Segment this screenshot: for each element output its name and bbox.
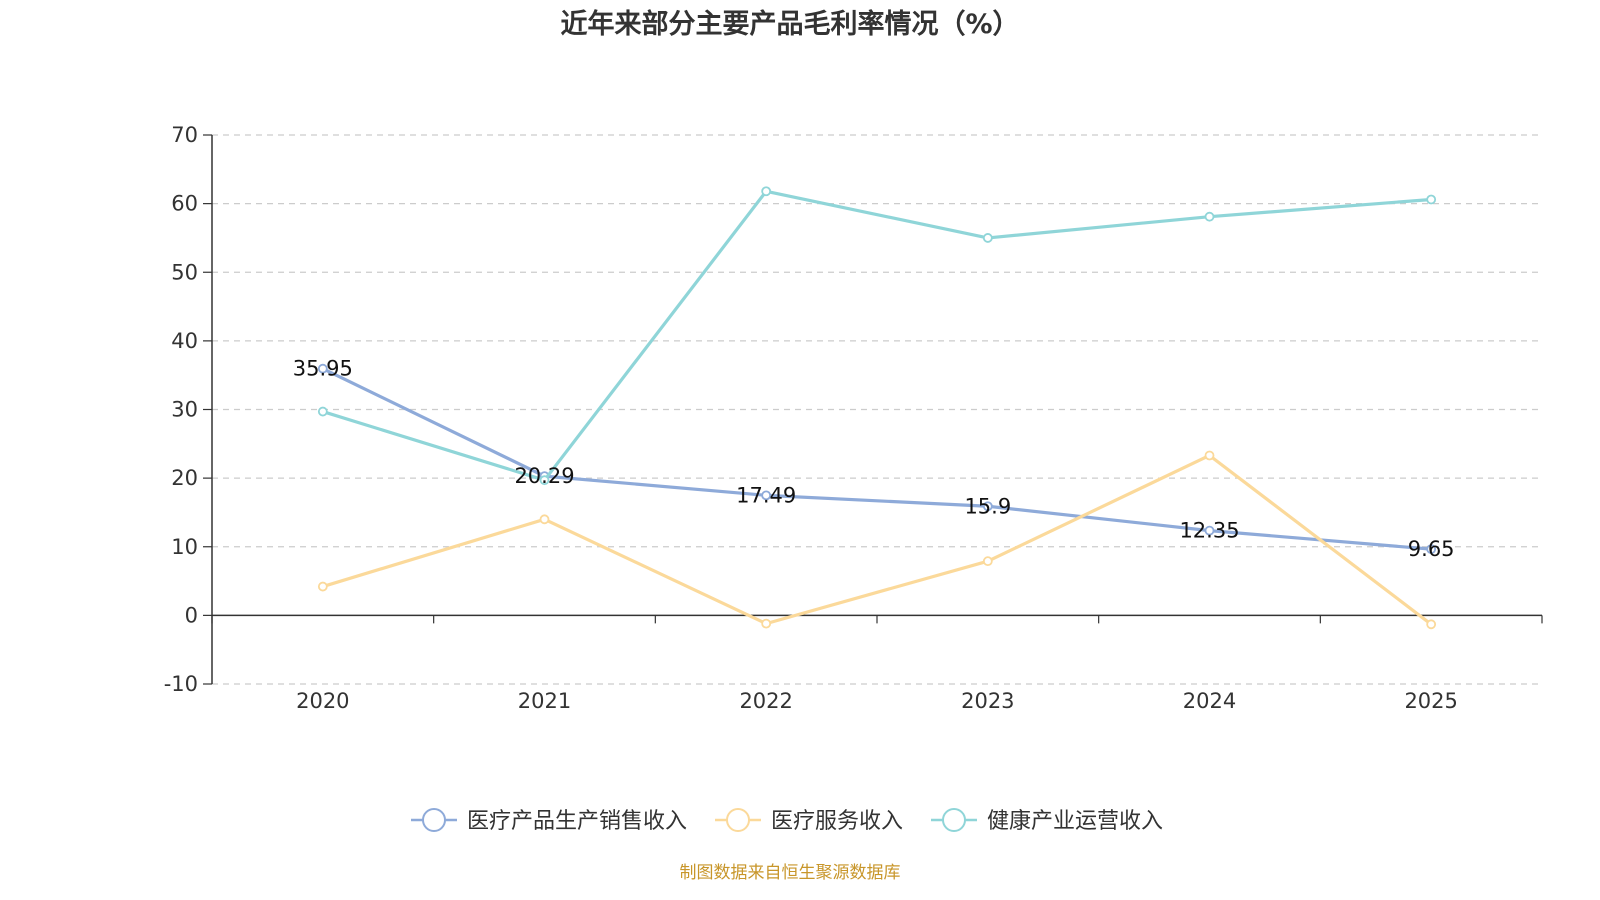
y-tick-label: 50 — [171, 260, 198, 284]
data-point[interactable] — [761, 186, 772, 197]
legend-circle-icon — [942, 808, 966, 832]
data-point[interactable] — [982, 233, 993, 243]
source-note: 制图数据来自恒生聚源数据库 — [680, 863, 901, 883]
y-tick-label: 30 — [171, 398, 198, 422]
legend-circle-icon — [726, 808, 750, 832]
data-point[interactable] — [1204, 211, 1215, 222]
y-tick-label: 60 — [171, 192, 198, 216]
data-point[interactable] — [317, 406, 328, 417]
data-point[interactable] — [317, 581, 328, 592]
legend-label: 医疗产品生产销售收入 — [467, 809, 687, 834]
axes: -10 0 10 20 30 40 50 60 70 2020 2021 2022 2023 2024 20… — [164, 123, 1543, 713]
legend[interactable]: 医疗产品生产销售收入 医疗服务收入 健康产业运营收入 — [411, 808, 1163, 834]
series-line-2 — [322, 453, 1433, 626]
data-label: 9.65 — [1408, 537, 1455, 561]
chart-title: 近年来部分主要产品毛利率情况（%） — [560, 8, 1019, 40]
legend-item-2[interactable]: 医疗服务收入 — [715, 808, 903, 834]
x-tick-label: 2024 — [1183, 689, 1236, 713]
data-label: 17.49 — [736, 483, 796, 507]
data-point[interactable] — [1204, 450, 1215, 461]
x-tick-label: 2021 — [518, 689, 571, 713]
series-line-1 — [322, 367, 1432, 551]
y-tick-label: -10 — [164, 672, 198, 696]
legend-item-1[interactable]: 医疗产品生产销售收入 — [411, 808, 687, 834]
y-tick-label: 20 — [171, 466, 198, 490]
legend-label: 健康产业运营收入 — [987, 809, 1163, 834]
data-label: 20.29 — [514, 464, 574, 488]
series-lines — [317, 186, 1437, 630]
data-point[interactable] — [982, 556, 993, 567]
series-line-3 — [322, 189, 1432, 482]
grid-lines — [212, 134, 1542, 685]
data-point[interactable] — [1426, 544, 1437, 555]
data-label: 15.9 — [964, 494, 1011, 518]
x-tick-label: 2023 — [961, 689, 1014, 713]
y-tick-label: 10 — [171, 535, 198, 559]
y-tick-label: 40 — [171, 329, 198, 353]
data-point[interactable] — [761, 490, 772, 501]
y-tick-label: 0 — [185, 603, 198, 627]
y-tick-label: 70 — [171, 123, 198, 147]
legend-label: 医疗服务收入 — [771, 809, 903, 834]
data-point[interactable] — [982, 501, 993, 512]
x-tick-label: 2022 — [739, 689, 792, 713]
data-point[interactable] — [1204, 525, 1215, 536]
data-point[interactable] — [317, 363, 328, 374]
data-point[interactable] — [1426, 619, 1437, 630]
data-label: 35.95 — [293, 357, 353, 381]
data-point[interactable] — [1426, 194, 1437, 205]
legend-item-3[interactable]: 健康产业运营收入 — [931, 808, 1163, 834]
data-point[interactable] — [539, 514, 550, 525]
x-tick-label: 2020 — [296, 689, 349, 713]
legend-circle-icon — [422, 808, 446, 832]
data-labels: 35.95 20.29 17.49 15.9 12.35 9.65 — [293, 357, 1455, 561]
data-point[interactable] — [761, 618, 772, 629]
data-point[interactable] — [539, 475, 550, 486]
x-tick-label: 2025 — [1404, 689, 1457, 713]
data-label: 12.35 — [1179, 519, 1239, 543]
